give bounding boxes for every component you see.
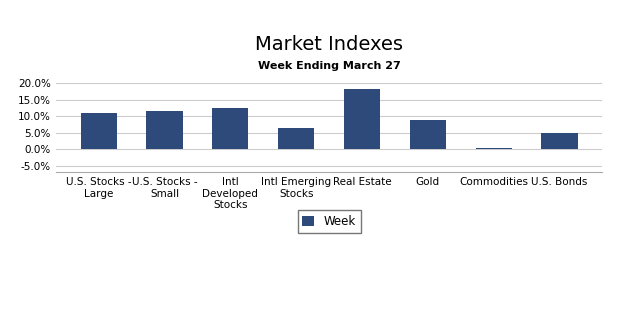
Text: Week Ending March 27: Week Ending March 27: [258, 61, 401, 71]
Bar: [410, 120, 446, 149]
Bar: [147, 111, 183, 149]
Legend: Week: Week: [297, 210, 361, 233]
Bar: [542, 133, 578, 149]
Bar: [344, 89, 380, 149]
Bar: [81, 113, 117, 149]
Title: Market Indexes: Market Indexes: [255, 35, 403, 54]
Bar: [212, 108, 248, 149]
Bar: [278, 128, 314, 149]
